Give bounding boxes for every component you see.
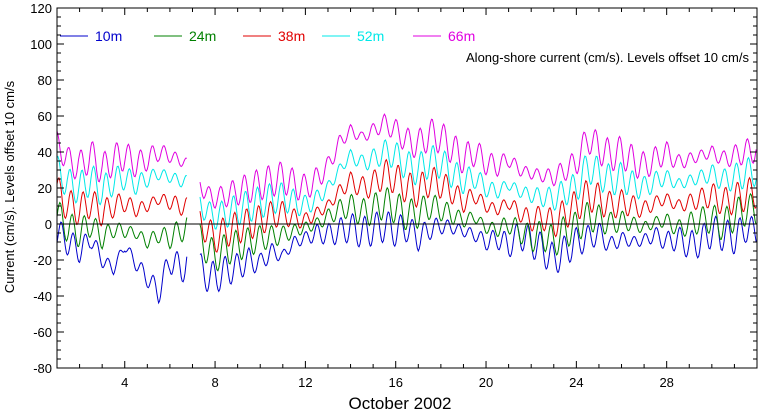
y-tick-label: -80 [33, 361, 52, 376]
x-tick-label: 4 [121, 375, 128, 390]
x-tick-label: 28 [659, 375, 673, 390]
chart-annotation: Along-shore current (cm/s). Levels offse… [466, 50, 749, 65]
y-tick-label: 20 [38, 181, 52, 196]
series-line-52m [199, 139, 757, 230]
x-tick-label: 20 [479, 375, 493, 390]
series-line-24m [56, 201, 188, 250]
series-line-66m [199, 113, 757, 210]
x-axis-label: October 2002 [348, 394, 451, 413]
series-line-66m [56, 130, 187, 183]
series-line-38m [56, 176, 188, 227]
legend: 10m 24m 38m 52m 66m [60, 28, 475, 44]
y-tick-label: 120 [30, 1, 52, 16]
series-line-52m [56, 155, 187, 206]
series-line-38m [199, 158, 757, 253]
y-tick-label: 80 [38, 73, 52, 88]
x-tick-label: 16 [388, 375, 402, 390]
x-tick-label: 24 [569, 375, 583, 390]
series-line-10m [199, 211, 757, 293]
legend-label-38m: 38m [278, 28, 305, 44]
series-line-24m [199, 186, 757, 272]
y-tick-label: 0 [45, 217, 52, 232]
legend-label-52m: 52m [357, 28, 384, 44]
y-tick-label: 60 [38, 109, 52, 124]
y-tick-label: 100 [30, 37, 52, 52]
legend-label-24m: 24m [189, 28, 216, 44]
series-line-10m [56, 221, 188, 305]
y-ticks: -80 -60 -40 -20 0 20 40 60 80 100 120 [30, 1, 757, 376]
legend-label-10m: 10m [95, 28, 122, 44]
legend-label-66m: 66m [448, 28, 475, 44]
x-tick-label: 8 [211, 375, 218, 390]
y-axis-label: Current (cm/s). Levels offset 10 cm/s [2, 80, 17, 293]
y-tick-label: -60 [33, 325, 52, 340]
x-tick-label: 12 [298, 375, 312, 390]
y-tick-label: -20 [33, 253, 52, 268]
y-tick-label: 40 [38, 145, 52, 160]
y-tick-label: -40 [33, 289, 52, 304]
series-lines [56, 113, 757, 305]
x-ticks: 4 8 12 16 20 24 28 [56, 8, 758, 390]
